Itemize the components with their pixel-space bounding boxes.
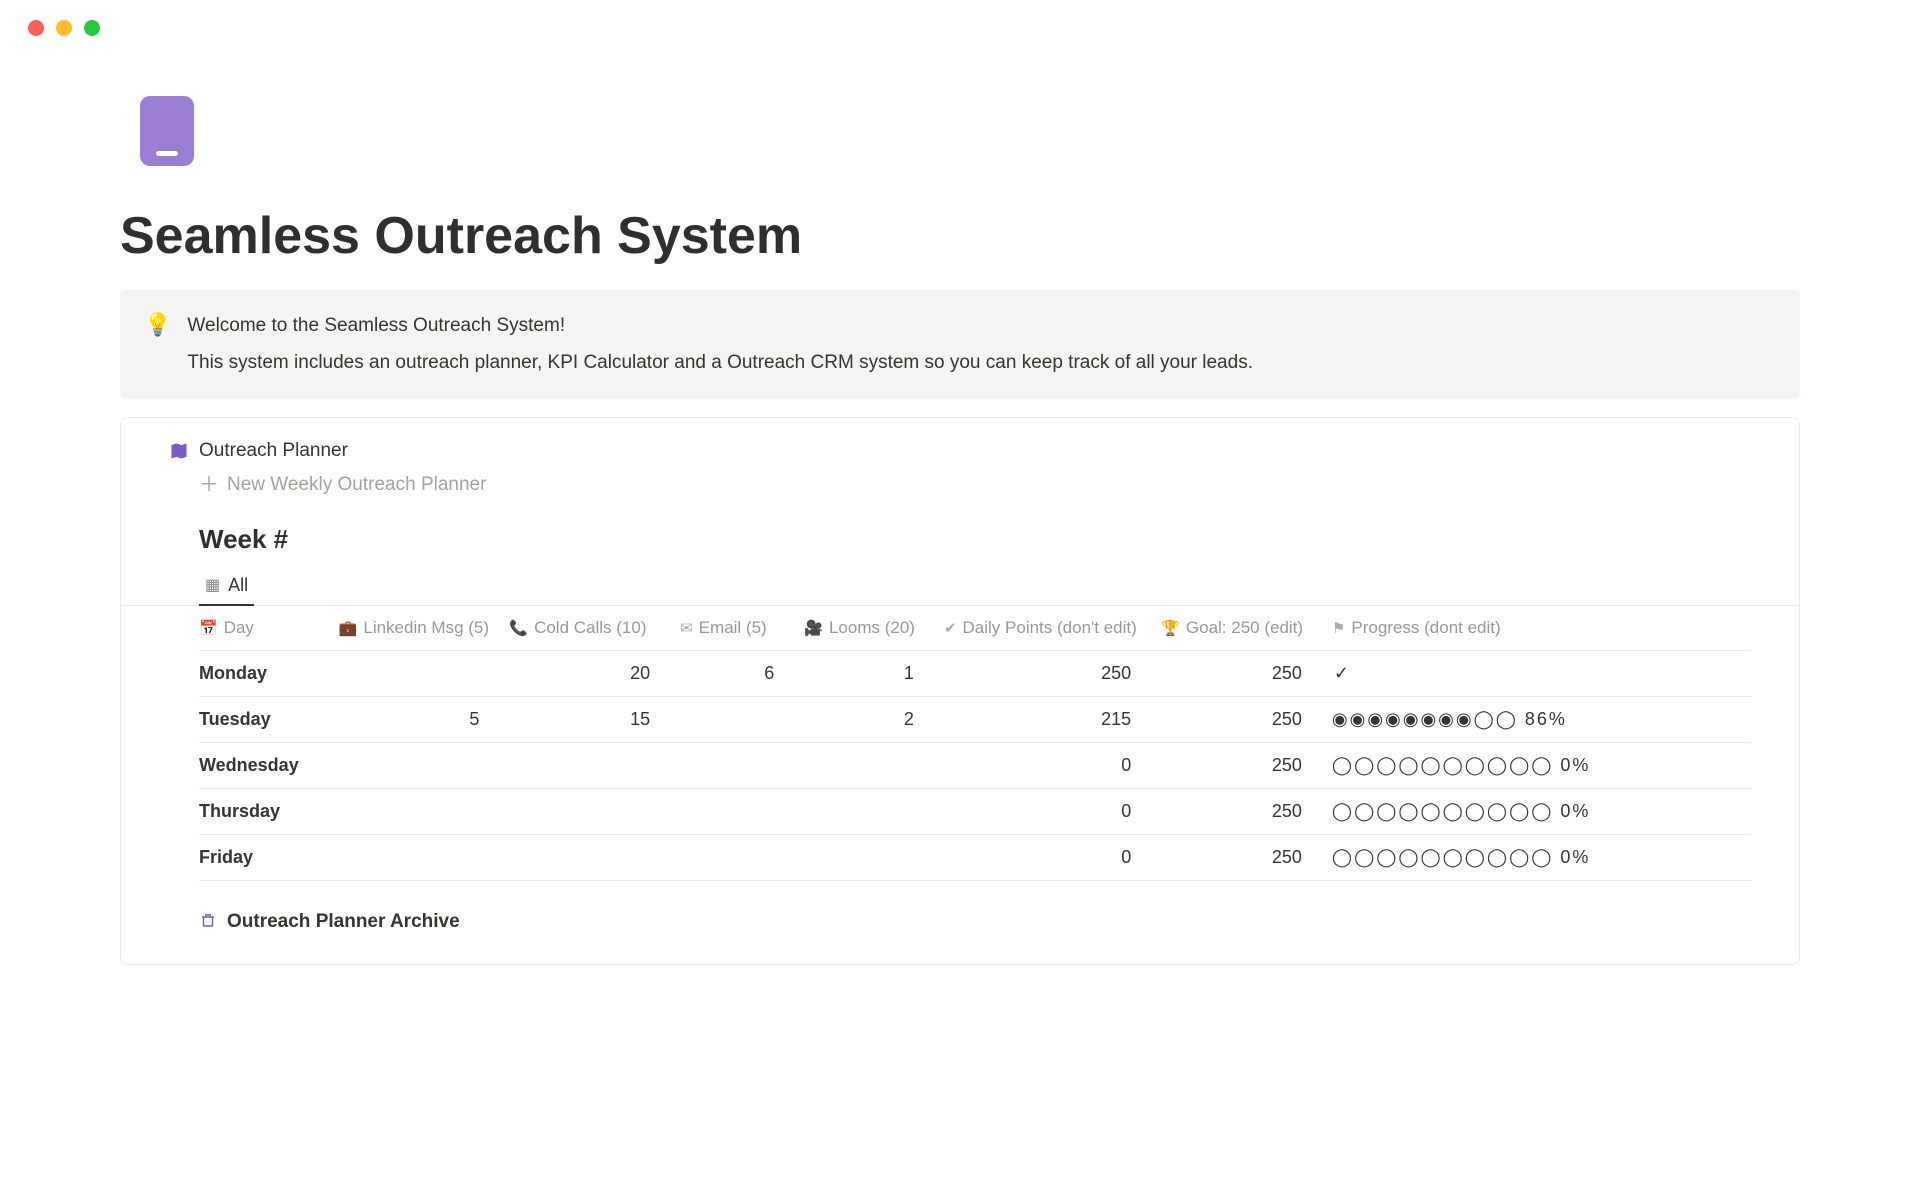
video-icon: 🎥 bbox=[804, 619, 823, 637]
col-day[interactable]: 📅Day bbox=[199, 606, 339, 651]
day[interactable]: Thursday bbox=[199, 788, 339, 834]
cell-daily[interactable]: 0 bbox=[944, 742, 1161, 788]
cell-goal[interactable]: 250 bbox=[1161, 696, 1332, 742]
cell-daily[interactable]: 250 bbox=[944, 650, 1161, 696]
day[interactable]: Monday bbox=[199, 650, 339, 696]
callout-line-1: Welcome to the Seamless Outreach System! bbox=[187, 310, 1253, 341]
table-icon: ▦ bbox=[205, 575, 220, 595]
cell-progress: ◯◯◯◯◯◯◯◯◯◯ 0% bbox=[1332, 788, 1751, 834]
cell-goal[interactable]: 250 bbox=[1161, 650, 1332, 696]
cell-looms[interactable] bbox=[804, 742, 944, 788]
cell-email[interactable]: 6 bbox=[680, 650, 804, 696]
cell-daily[interactable]: 0 bbox=[944, 834, 1161, 880]
planner-table: 📅Day 💼Linkedin Msg (5) 📞Cold Calls (10) … bbox=[199, 606, 1751, 881]
tab-all-label: All bbox=[228, 575, 248, 596]
cell-cold[interactable] bbox=[509, 788, 680, 834]
table-row[interactable]: Tuesday515 2215250◉◉◉◉◉◉◉◉◯◯ 86% bbox=[199, 696, 1751, 742]
new-weekly-planner-button[interactable]: ＋ New Weekly Outreach Planner bbox=[121, 470, 1799, 510]
callout-line-2: This system includes an outreach planner… bbox=[187, 347, 1253, 378]
traffic-lights bbox=[0, 0, 1920, 56]
page-content: Seamless Outreach System 💡 Welcome to th… bbox=[0, 56, 1920, 1005]
col-cold-calls[interactable]: 📞Cold Calls (10) bbox=[509, 606, 680, 651]
map-icon bbox=[169, 441, 189, 461]
page-title: Seamless Outreach System bbox=[120, 206, 1800, 266]
cell-cold[interactable]: 20 bbox=[509, 650, 680, 696]
cell-looms[interactable]: 1 bbox=[804, 650, 944, 696]
week-heading: Week # bbox=[121, 510, 1799, 567]
outreach-planner-card: Outreach Planner ＋ New Weekly Outreach P… bbox=[120, 417, 1800, 965]
lightbulb-icon: 💡 bbox=[144, 310, 171, 379]
envelope-icon: ✉ bbox=[680, 619, 693, 637]
cell-linkedin[interactable] bbox=[339, 788, 510, 834]
cell-linkedin[interactable]: 5 bbox=[339, 696, 510, 742]
cell-goal[interactable]: 250 bbox=[1161, 788, 1332, 834]
trophy-icon: 🏆 bbox=[1161, 619, 1180, 637]
flag-icon: ⚑ bbox=[1332, 619, 1345, 637]
cell-daily[interactable]: 0 bbox=[944, 788, 1161, 834]
cell-email[interactable] bbox=[680, 834, 804, 880]
cell-looms[interactable] bbox=[804, 788, 944, 834]
archive-label: Outreach Planner Archive bbox=[227, 911, 460, 933]
col-linkedin[interactable]: 💼Linkedin Msg (5) bbox=[339, 606, 510, 651]
minimize-window-button[interactable] bbox=[56, 20, 72, 36]
table-row[interactable]: Wednesday 0250◯◯◯◯◯◯◯◯◯◯ 0% bbox=[199, 742, 1751, 788]
cell-progress: ✓ bbox=[1332, 650, 1751, 696]
calendar-icon: 📅 bbox=[199, 619, 218, 637]
callout-text: Welcome to the Seamless Outreach System!… bbox=[187, 310, 1253, 379]
table-row[interactable]: Friday 0250◯◯◯◯◯◯◯◯◯◯ 0% bbox=[199, 834, 1751, 880]
tab-all[interactable]: ▦ All bbox=[199, 567, 254, 606]
new-weekly-label: New Weekly Outreach Planner bbox=[227, 474, 486, 496]
cell-email[interactable] bbox=[680, 788, 804, 834]
cell-looms[interactable]: 2 bbox=[804, 696, 944, 742]
app-window: Seamless Outreach System 💡 Welcome to th… bbox=[0, 0, 1920, 1200]
col-daily-points[interactable]: ✔Daily Points (don't edit) bbox=[944, 606, 1161, 651]
cell-cold[interactable] bbox=[509, 742, 680, 788]
col-goal[interactable]: 🏆Goal: 250 (edit) bbox=[1161, 606, 1332, 651]
day[interactable]: Friday bbox=[199, 834, 339, 880]
cell-looms[interactable] bbox=[804, 834, 944, 880]
planner-title: Outreach Planner bbox=[199, 440, 348, 462]
briefcase-icon: 💼 bbox=[339, 619, 358, 637]
close-window-button[interactable] bbox=[28, 20, 44, 36]
col-looms[interactable]: 🎥Looms (20) bbox=[804, 606, 944, 651]
planner-table-wrap: 📅Day 💼Linkedin Msg (5) 📞Cold Calls (10) … bbox=[121, 606, 1799, 881]
welcome-callout: 💡 Welcome to the Seamless Outreach Syste… bbox=[120, 290, 1800, 399]
table-row[interactable]: Monday2061250250✓ bbox=[199, 650, 1751, 696]
page-icon[interactable] bbox=[140, 96, 194, 166]
cell-goal[interactable]: 250 bbox=[1161, 834, 1332, 880]
plus-icon: ＋ bbox=[199, 475, 219, 495]
cell-cold[interactable] bbox=[509, 834, 680, 880]
cell-linkedin[interactable] bbox=[339, 742, 510, 788]
cell-cold[interactable]: 15 bbox=[509, 696, 680, 742]
col-progress[interactable]: ⚑Progress (dont edit) bbox=[1332, 606, 1751, 651]
col-email[interactable]: ✉Email (5) bbox=[680, 606, 804, 651]
cell-progress: ◯◯◯◯◯◯◯◯◯◯ 0% bbox=[1332, 742, 1751, 788]
phone-icon: 📞 bbox=[509, 619, 528, 637]
cell-linkedin[interactable] bbox=[339, 834, 510, 880]
view-tabs: ▦ All bbox=[121, 567, 1799, 606]
cell-email[interactable] bbox=[680, 742, 804, 788]
archive-icon bbox=[199, 911, 217, 934]
cell-progress: ◉◉◉◉◉◉◉◉◯◯ 86% bbox=[1332, 696, 1751, 742]
table-header-row: 📅Day 💼Linkedin Msg (5) 📞Cold Calls (10) … bbox=[199, 606, 1751, 651]
cell-progress: ◯◯◯◯◯◯◯◯◯◯ 0% bbox=[1332, 834, 1751, 880]
day[interactable]: Tuesday bbox=[199, 696, 339, 742]
planner-archive-link[interactable]: Outreach Planner Archive bbox=[121, 881, 1799, 938]
cell-goal[interactable]: 250 bbox=[1161, 742, 1332, 788]
planner-header[interactable]: Outreach Planner bbox=[121, 436, 1799, 470]
day[interactable]: Wednesday bbox=[199, 742, 339, 788]
cell-linkedin[interactable] bbox=[339, 650, 510, 696]
cell-daily[interactable]: 215 bbox=[944, 696, 1161, 742]
maximize-window-button[interactable] bbox=[84, 20, 100, 36]
checkbadge-icon: ✔ bbox=[944, 619, 957, 637]
table-row[interactable]: Thursday 0250◯◯◯◯◯◯◯◯◯◯ 0% bbox=[199, 788, 1751, 834]
cell-email[interactable] bbox=[680, 696, 804, 742]
